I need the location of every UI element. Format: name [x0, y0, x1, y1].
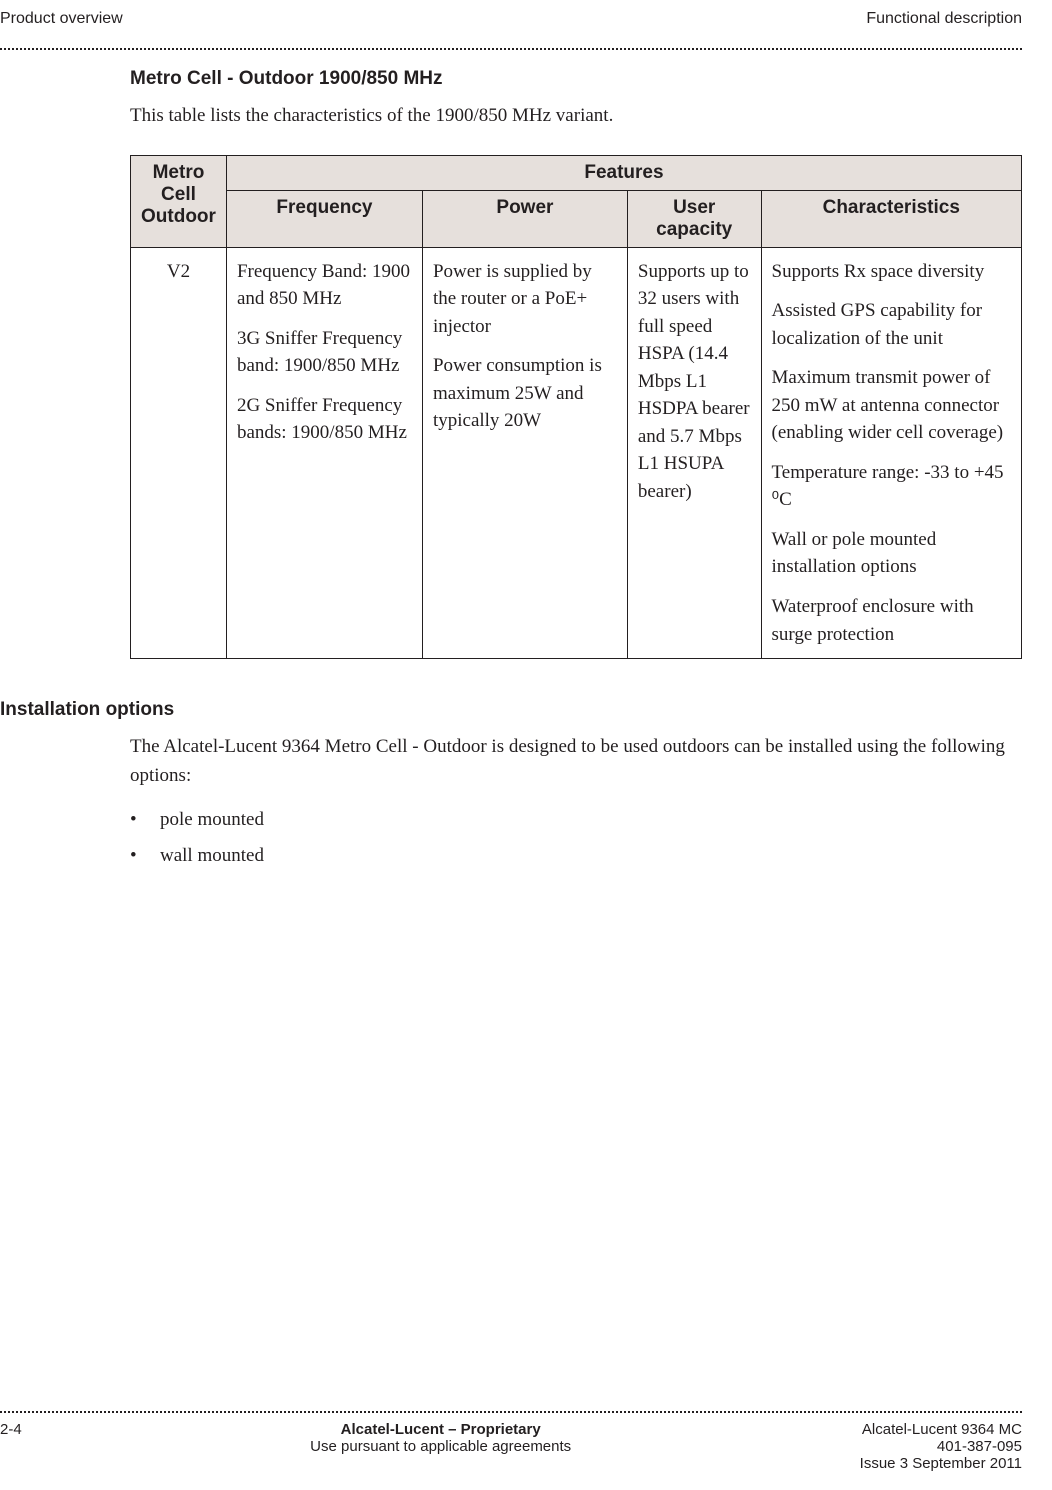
cell-user: Supports up to 32 users with full speed …	[627, 247, 761, 659]
th-frequency: Frequency	[226, 190, 422, 247]
footer-center-1: Alcatel-Lucent – Proprietary	[22, 1421, 860, 1438]
section-intro: This table lists the characteristics of …	[130, 102, 1022, 131]
header-right: Functional description	[866, 10, 1022, 28]
cell-metro: V2	[131, 247, 227, 659]
footer-right-2: 401-387-095	[860, 1438, 1022, 1455]
freq-para: Frequency Band: 1900 and 850 MHz	[237, 258, 412, 313]
cell-power: Power is supplied by the router or a PoE…	[422, 247, 627, 659]
top-rule	[0, 48, 1022, 50]
char-para: Wall or pole mounted installation option…	[772, 526, 1011, 581]
footer-center-2: Use pursuant to applicable agreements	[22, 1438, 860, 1455]
footer-rule	[0, 1411, 1022, 1413]
char-para: Maximum transmit power of 250 mW at ante…	[772, 364, 1011, 447]
char-para: Waterproof enclosure with surge protecti…	[772, 593, 1011, 648]
header-left: Product overview	[0, 10, 123, 28]
char-para: Temperature range: -33 to +45 ⁰C	[772, 459, 1011, 514]
section-title: Metro Cell - Outdoor 1900/850 MHz	[130, 68, 1022, 90]
footer-right-1: Alcatel-Lucent 9364 MC	[860, 1421, 1022, 1438]
freq-para: 2G Sniffer Frequency bands: 1900/850 MHz	[237, 392, 412, 447]
freq-para: 3G Sniffer Frequency band: 1900/850 MHz	[237, 325, 412, 380]
list-item: pole mounted	[130, 802, 1022, 838]
install-intro: The Alcatel-Lucent 9364 Metro Cell - Out…	[130, 733, 1022, 790]
th-features: Features	[226, 155, 1021, 190]
footer-right-3: Issue 3 September 2011	[860, 1455, 1022, 1472]
th-user: User capacity	[627, 190, 761, 247]
features-table: Metro Cell Outdoor Features Frequency Po…	[130, 155, 1022, 660]
th-char: Characteristics	[761, 190, 1021, 247]
user-para: Supports up to 32 users with full speed …	[638, 258, 751, 506]
char-para: Assisted GPS capability for localization…	[772, 297, 1011, 352]
cell-frequency: Frequency Band: 1900 and 850 MHz 3G Snif…	[226, 247, 422, 659]
cell-char: Supports Rx space diversity Assisted GPS…	[761, 247, 1021, 659]
install-list: pole mounted wall mounted	[130, 802, 1022, 874]
install-heading: Installation options	[0, 699, 1022, 721]
power-para: Power consumption is maximum 25W and typ…	[433, 352, 617, 435]
power-para: Power is supplied by the router or a PoE…	[433, 258, 617, 341]
th-power: Power	[422, 190, 627, 247]
th-metro: Metro Cell Outdoor	[131, 155, 227, 247]
table-row: V2 Frequency Band: 1900 and 850 MHz 3G S…	[131, 247, 1022, 659]
footer-page-number: 2-4	[0, 1421, 22, 1438]
page-footer: 2-4 Alcatel-Lucent – Proprietary Use pur…	[0, 1411, 1052, 1490]
char-para: Supports Rx space diversity	[772, 258, 1011, 286]
list-item: wall mounted	[130, 838, 1022, 874]
